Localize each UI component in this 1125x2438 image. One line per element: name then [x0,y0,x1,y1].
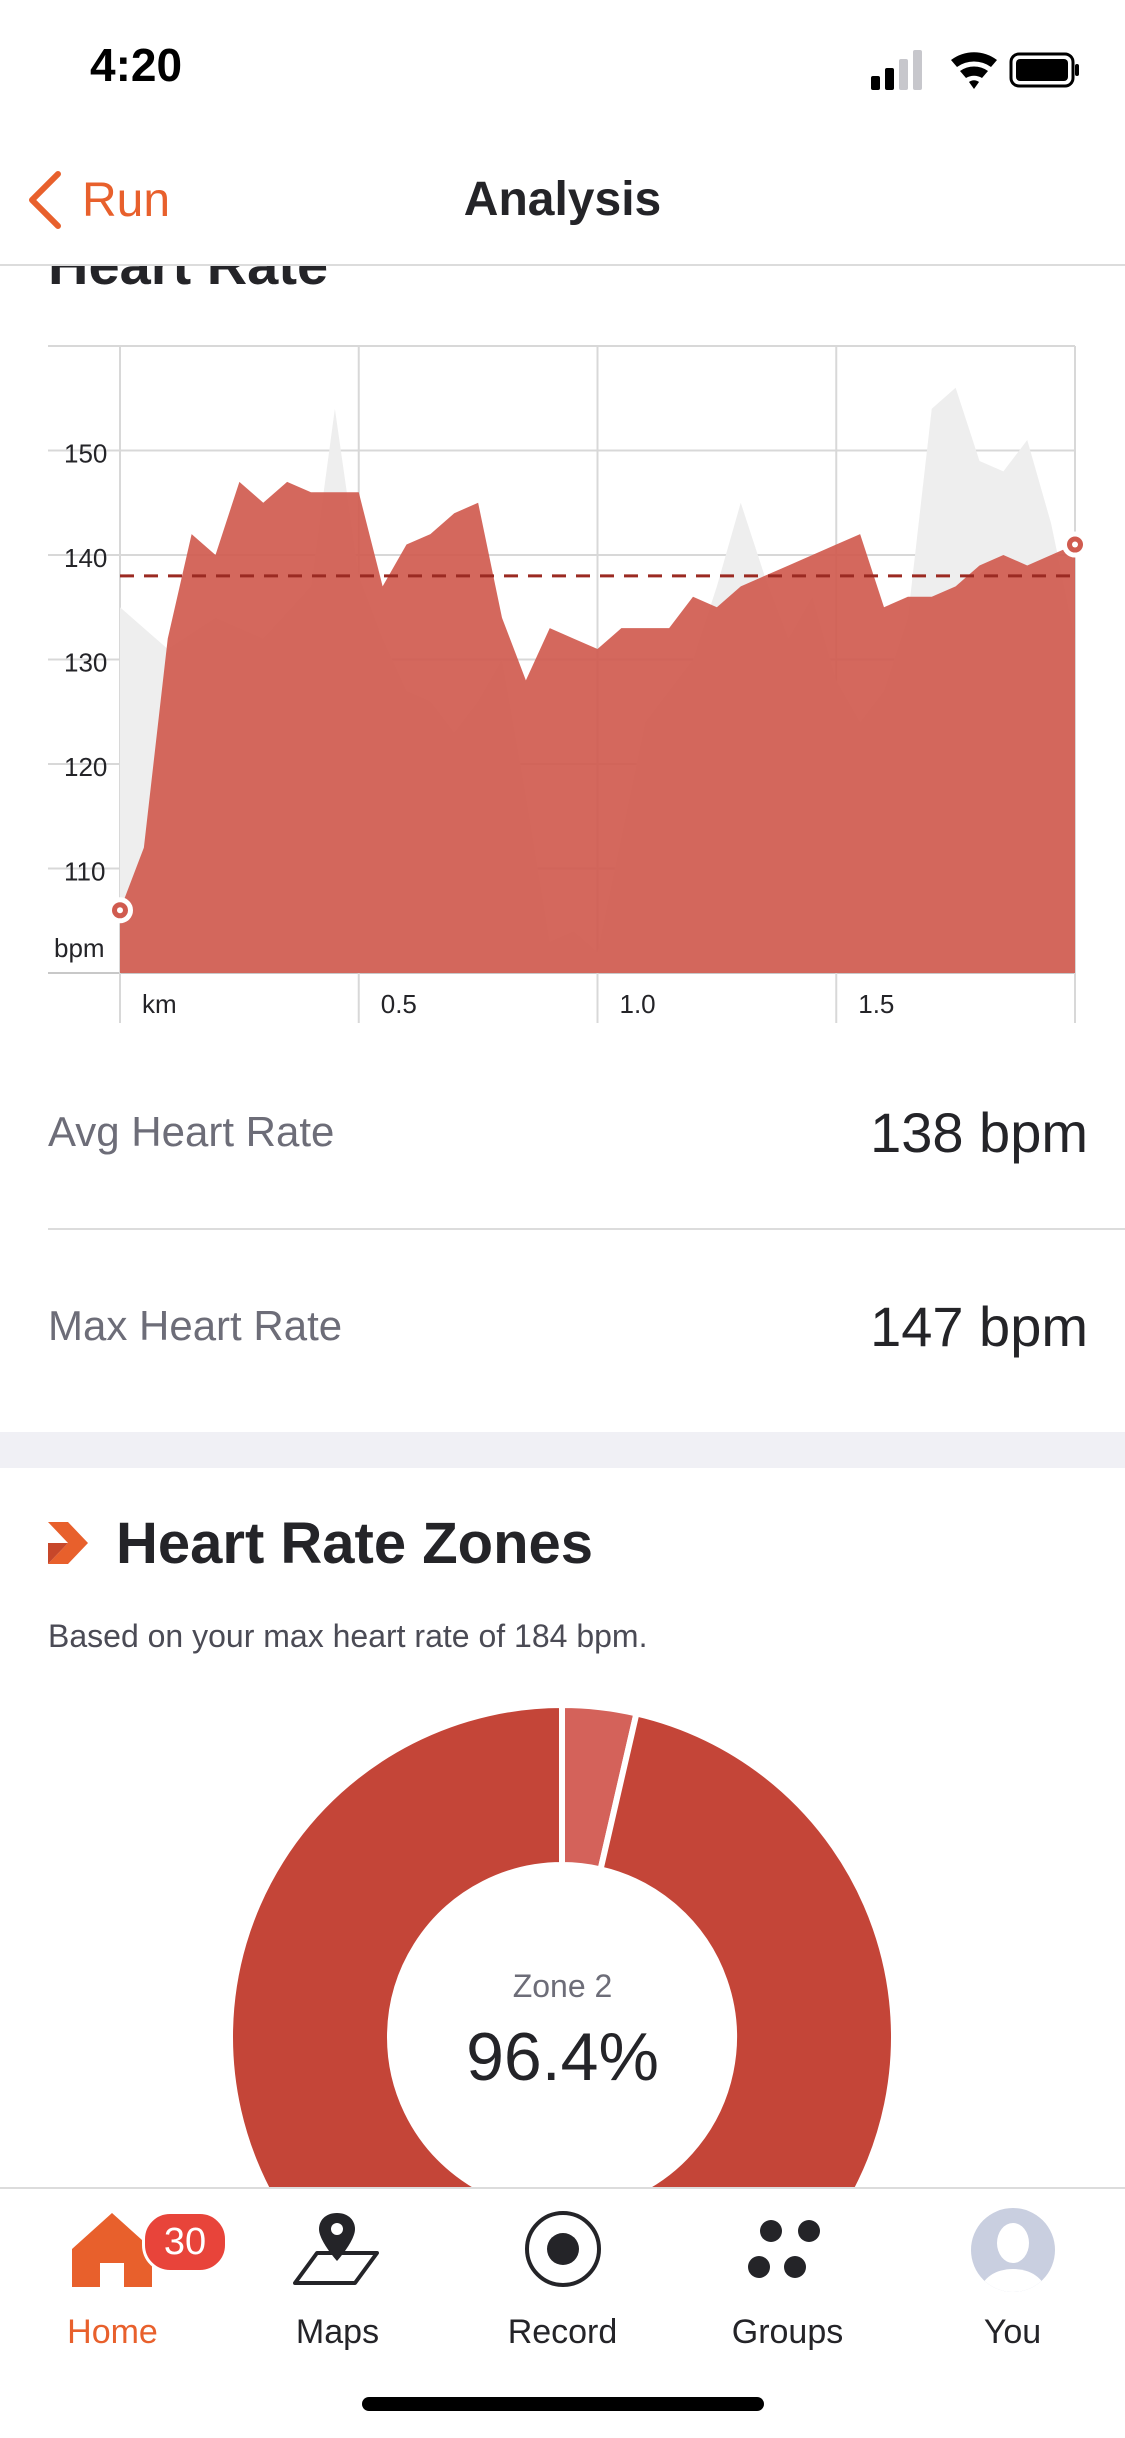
avg-heart-rate-row: Avg Heart Rate 138 bpm [48,1072,1088,1192]
map-icon [293,2213,379,2285]
tab-groups[interactable]: Groups [675,2201,900,2361]
selected-zone-name: Zone 2 [512,1968,613,2004]
series-area-heart-rate [120,481,1075,973]
home-icon [72,2213,152,2287]
avatar-icon [971,2208,1055,2292]
status-time: 4:20 [90,39,183,91]
back-label: Run [82,173,171,227]
chevron-left-icon [29,171,61,229]
tab-home-label: Home [67,2313,158,2351]
tab-bar: 30 Home Maps Record Groups [0,2187,1125,2438]
tab-home[interactable]: 30 Home [0,2201,228,2361]
status-bar: 4:20 [0,0,1125,140]
zones-subtitle: Based on your max heart rate of 184 bpm. [48,1618,648,1654]
selected-zone-percent: 96.4% [466,2019,659,2095]
y-tick-label: 130 [64,648,107,678]
x-tick-label: 1.5 [858,989,894,1019]
groups-icon [748,2220,820,2278]
nav-bar: Run Analysis [0,140,1125,266]
y-tick-label: 120 [64,752,107,782]
max-heart-rate-value: 147 bpm [870,1294,1088,1358]
tab-you-label: You [983,2313,1042,2351]
y-tick-label: 150 [64,439,107,469]
y-tick-label: 110 [64,857,105,887]
tab-groups-label: Groups [731,2313,844,2351]
marker-center [117,907,123,914]
zones-header: Heart Rate Zones [48,1508,593,1578]
tab-maps-label: Maps [295,2313,380,2351]
tab-record-label: Record [507,2313,618,2351]
status-icons [871,50,1079,90]
marker-center [1072,541,1078,548]
tab-maps[interactable]: Maps [225,2201,450,2361]
max-heart-rate-row: Max Heart Rate 147 bpm [48,1266,1088,1386]
tab-record[interactable]: Record [450,2201,675,2361]
x-tick-label: 1.0 [620,989,656,1019]
heart-rate-chart[interactable]: 110 120 130 140 150 bpm km 0.5 1.0 1.5 [0,330,1125,1040]
page-title: Analysis [463,173,662,226]
y-unit-label: bpm [54,933,105,963]
avg-heart-rate-value: 138 bpm [870,1100,1088,1164]
divider [48,1228,1125,1230]
signal-icon [871,50,922,90]
x-tick-label: 0.5 [381,989,417,1019]
zones-title: Heart Rate Zones [116,1510,594,1576]
section-divider [0,1432,1125,1468]
y-tick-label: 140 [64,543,107,573]
record-icon [525,2211,601,2287]
max-heart-rate-label: Max Heart Rate [48,1302,343,1349]
x-unit-label: km [142,989,177,1019]
notification-badge: 30 [142,2211,228,2273]
avg-heart-rate-label: Avg Heart Rate [48,1108,335,1155]
heart-rate-chart-svg: 110 120 130 140 150 bpm km 0.5 1.0 1.5 [48,345,1088,1023]
tab-you[interactable]: You [900,2201,1125,2361]
battery-icon [1009,52,1079,88]
chevron-right-icon [48,1522,88,1564]
home-indicator [362,2397,764,2411]
back-button[interactable]: Run [26,168,170,232]
wifi-icon [951,52,997,89]
